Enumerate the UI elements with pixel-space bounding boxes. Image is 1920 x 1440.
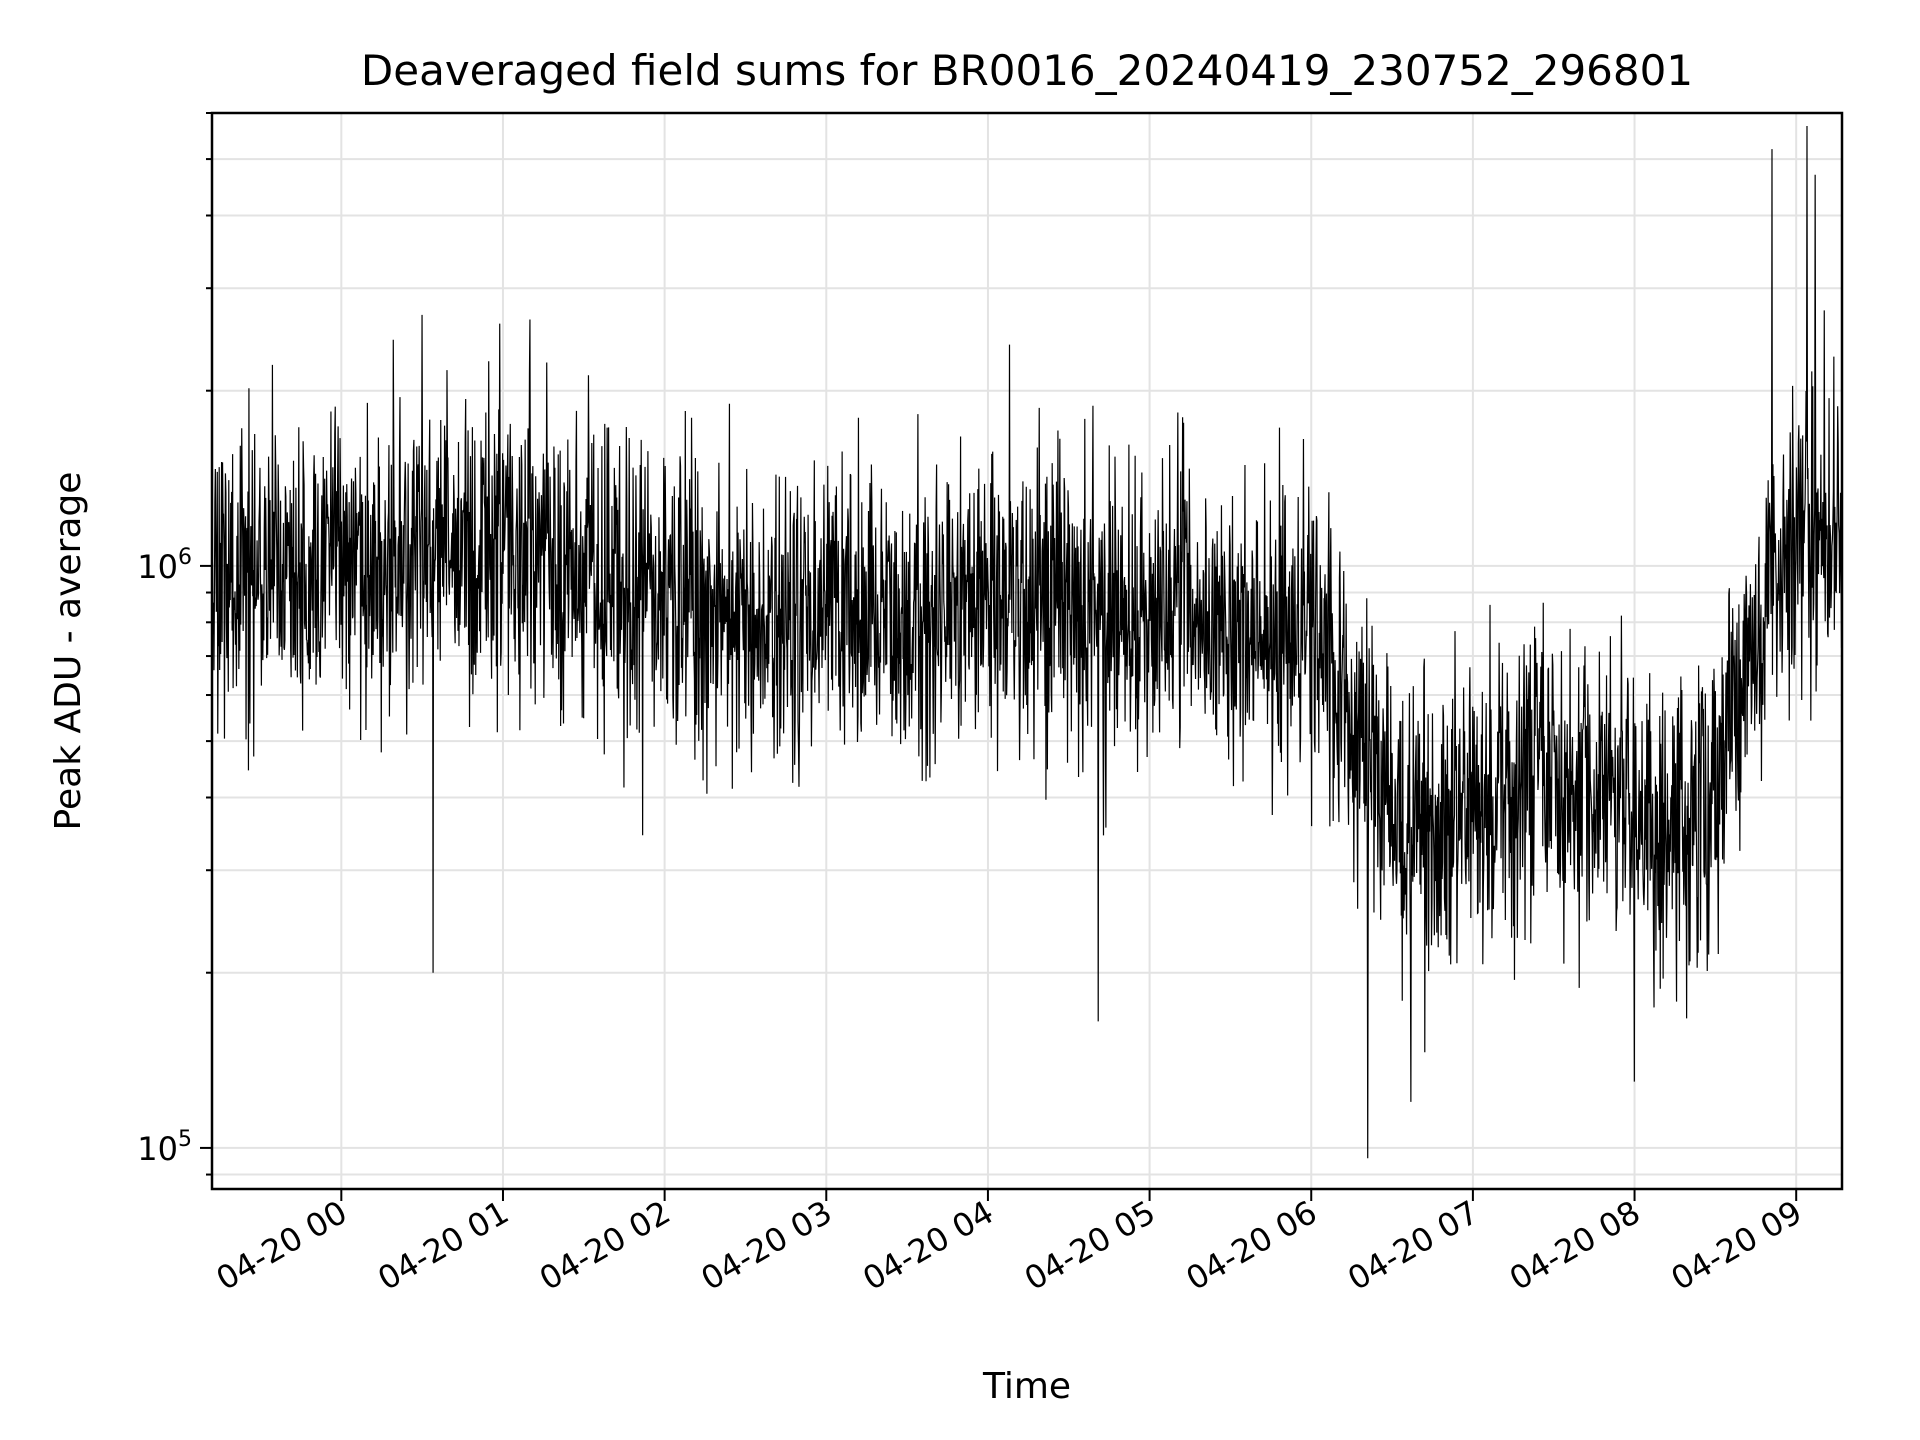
x-axis-label: Time — [982, 1366, 1071, 1407]
x-tick-label: 04-20 00 — [210, 1193, 354, 1298]
x-tick-label: 04-20 09 — [1665, 1193, 1809, 1298]
y-axis-label: Peak ADU - average — [48, 472, 89, 831]
series-layer — [211, 125, 1843, 1159]
x-tick-label: 04-20 08 — [1503, 1193, 1647, 1298]
x-tick-label: 04-20 01 — [371, 1193, 515, 1298]
y-tick-label: 105 — [137, 1127, 192, 1168]
chart-title: Deaveraged field sums for BR0016_2024041… — [361, 46, 1693, 95]
tick-layer: 04-20 00 04-20 01 04-20 02 04-20 03 04-20 04… — [137, 112, 1809, 1298]
x-tick-label: 04-20 05 — [1018, 1193, 1162, 1298]
x-tick-label: 04-20 03 — [695, 1193, 839, 1298]
plot-frame — [210, 111, 1844, 1191]
x-tick-label: 04-20 07 — [1341, 1193, 1485, 1298]
series-line — [211, 125, 1843, 1159]
y-tick-label: 106 — [137, 545, 192, 586]
x-tick-label: 04-20 02 — [533, 1193, 677, 1298]
x-tick-label: 04-20 06 — [1180, 1193, 1324, 1298]
x-tick-label: 04-20 04 — [856, 1193, 1000, 1298]
